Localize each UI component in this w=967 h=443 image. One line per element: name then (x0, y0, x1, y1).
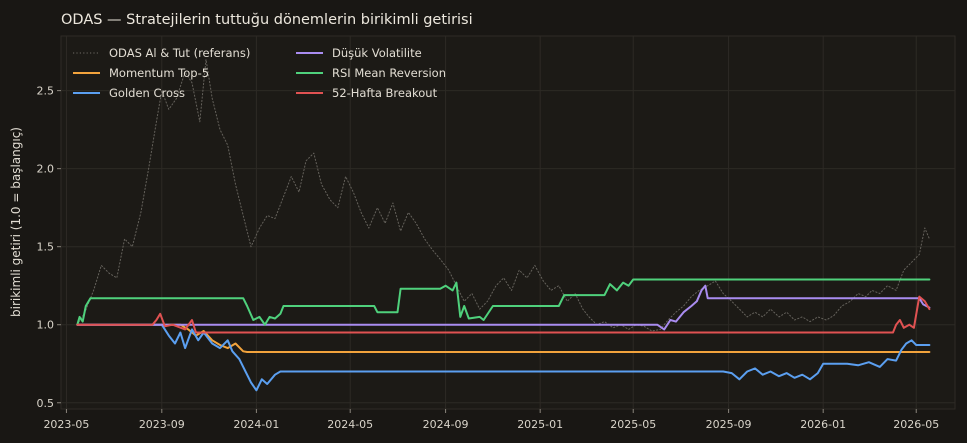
x-tick-label: 2024-09 (423, 418, 469, 431)
x-tick-label: 2023-05 (43, 418, 89, 431)
x-tick-label: 2025-09 (706, 418, 752, 431)
y-tick-label: 1.5 (37, 241, 55, 254)
series-lines (76, 58, 931, 392)
x-tick-label: 2024-05 (327, 418, 373, 431)
legend-label: Momentum Top-5 (109, 66, 209, 80)
series-line-1 (76, 58, 930, 332)
x-tick-label: 2026-05 (893, 418, 939, 431)
plot-area (60, 35, 956, 410)
y-axis-label: birikimli getiri (1.0 = başlangıç) (9, 127, 23, 317)
series-line-3 (76, 323, 931, 392)
chart-title: ODAS — Stratejilerin tuttuğu dönemlerin … (61, 12, 473, 28)
y-tick-label: 1.0 (37, 319, 55, 332)
axis-ticks: 0.5 1.0 1.5 2.0 2.5 2023-05 2023-09 2024-01 2024… (37, 85, 940, 431)
series-line-5 (76, 278, 931, 326)
x-tick-label: 2026-01 (800, 418, 846, 431)
legend-label: Düşük Volatilite (332, 46, 422, 60)
y-tick-label: 2.0 (37, 163, 55, 176)
legend: ODAS Al & Tut (referans) Momentum Top-5 Go… (73, 46, 446, 100)
series-line-4 (76, 284, 931, 331)
legend-label: Golden Cross (109, 86, 185, 100)
series-line-6 (76, 295, 931, 334)
y-tick-label: 2.5 (37, 85, 55, 98)
legend-label: RSI Mean Reversion (332, 66, 446, 80)
x-tick-label: 2024-01 (233, 418, 279, 431)
y-tick-label: 0.5 (37, 397, 55, 410)
legend-label: 52-Hafta Breakout (332, 86, 438, 100)
x-tick-label: 2025-01 (517, 418, 563, 431)
x-tick-label: 2023-09 (139, 418, 185, 431)
x-tick-label: 2025-05 (610, 418, 656, 431)
legend-label: ODAS Al & Tut (referans) (109, 46, 250, 60)
